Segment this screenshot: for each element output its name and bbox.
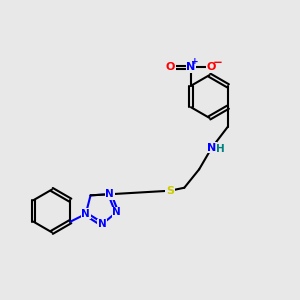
Text: N: N: [98, 219, 106, 229]
Text: N: N: [112, 207, 121, 217]
Text: S: S: [166, 186, 174, 196]
Text: N: N: [81, 209, 90, 219]
Text: O: O: [207, 62, 216, 72]
Text: N: N: [186, 62, 196, 72]
Text: N: N: [207, 143, 216, 153]
Text: −: −: [212, 56, 222, 69]
Text: H: H: [216, 144, 224, 154]
Text: O: O: [166, 62, 175, 72]
Text: +: +: [191, 57, 199, 66]
Text: N: N: [105, 189, 114, 199]
